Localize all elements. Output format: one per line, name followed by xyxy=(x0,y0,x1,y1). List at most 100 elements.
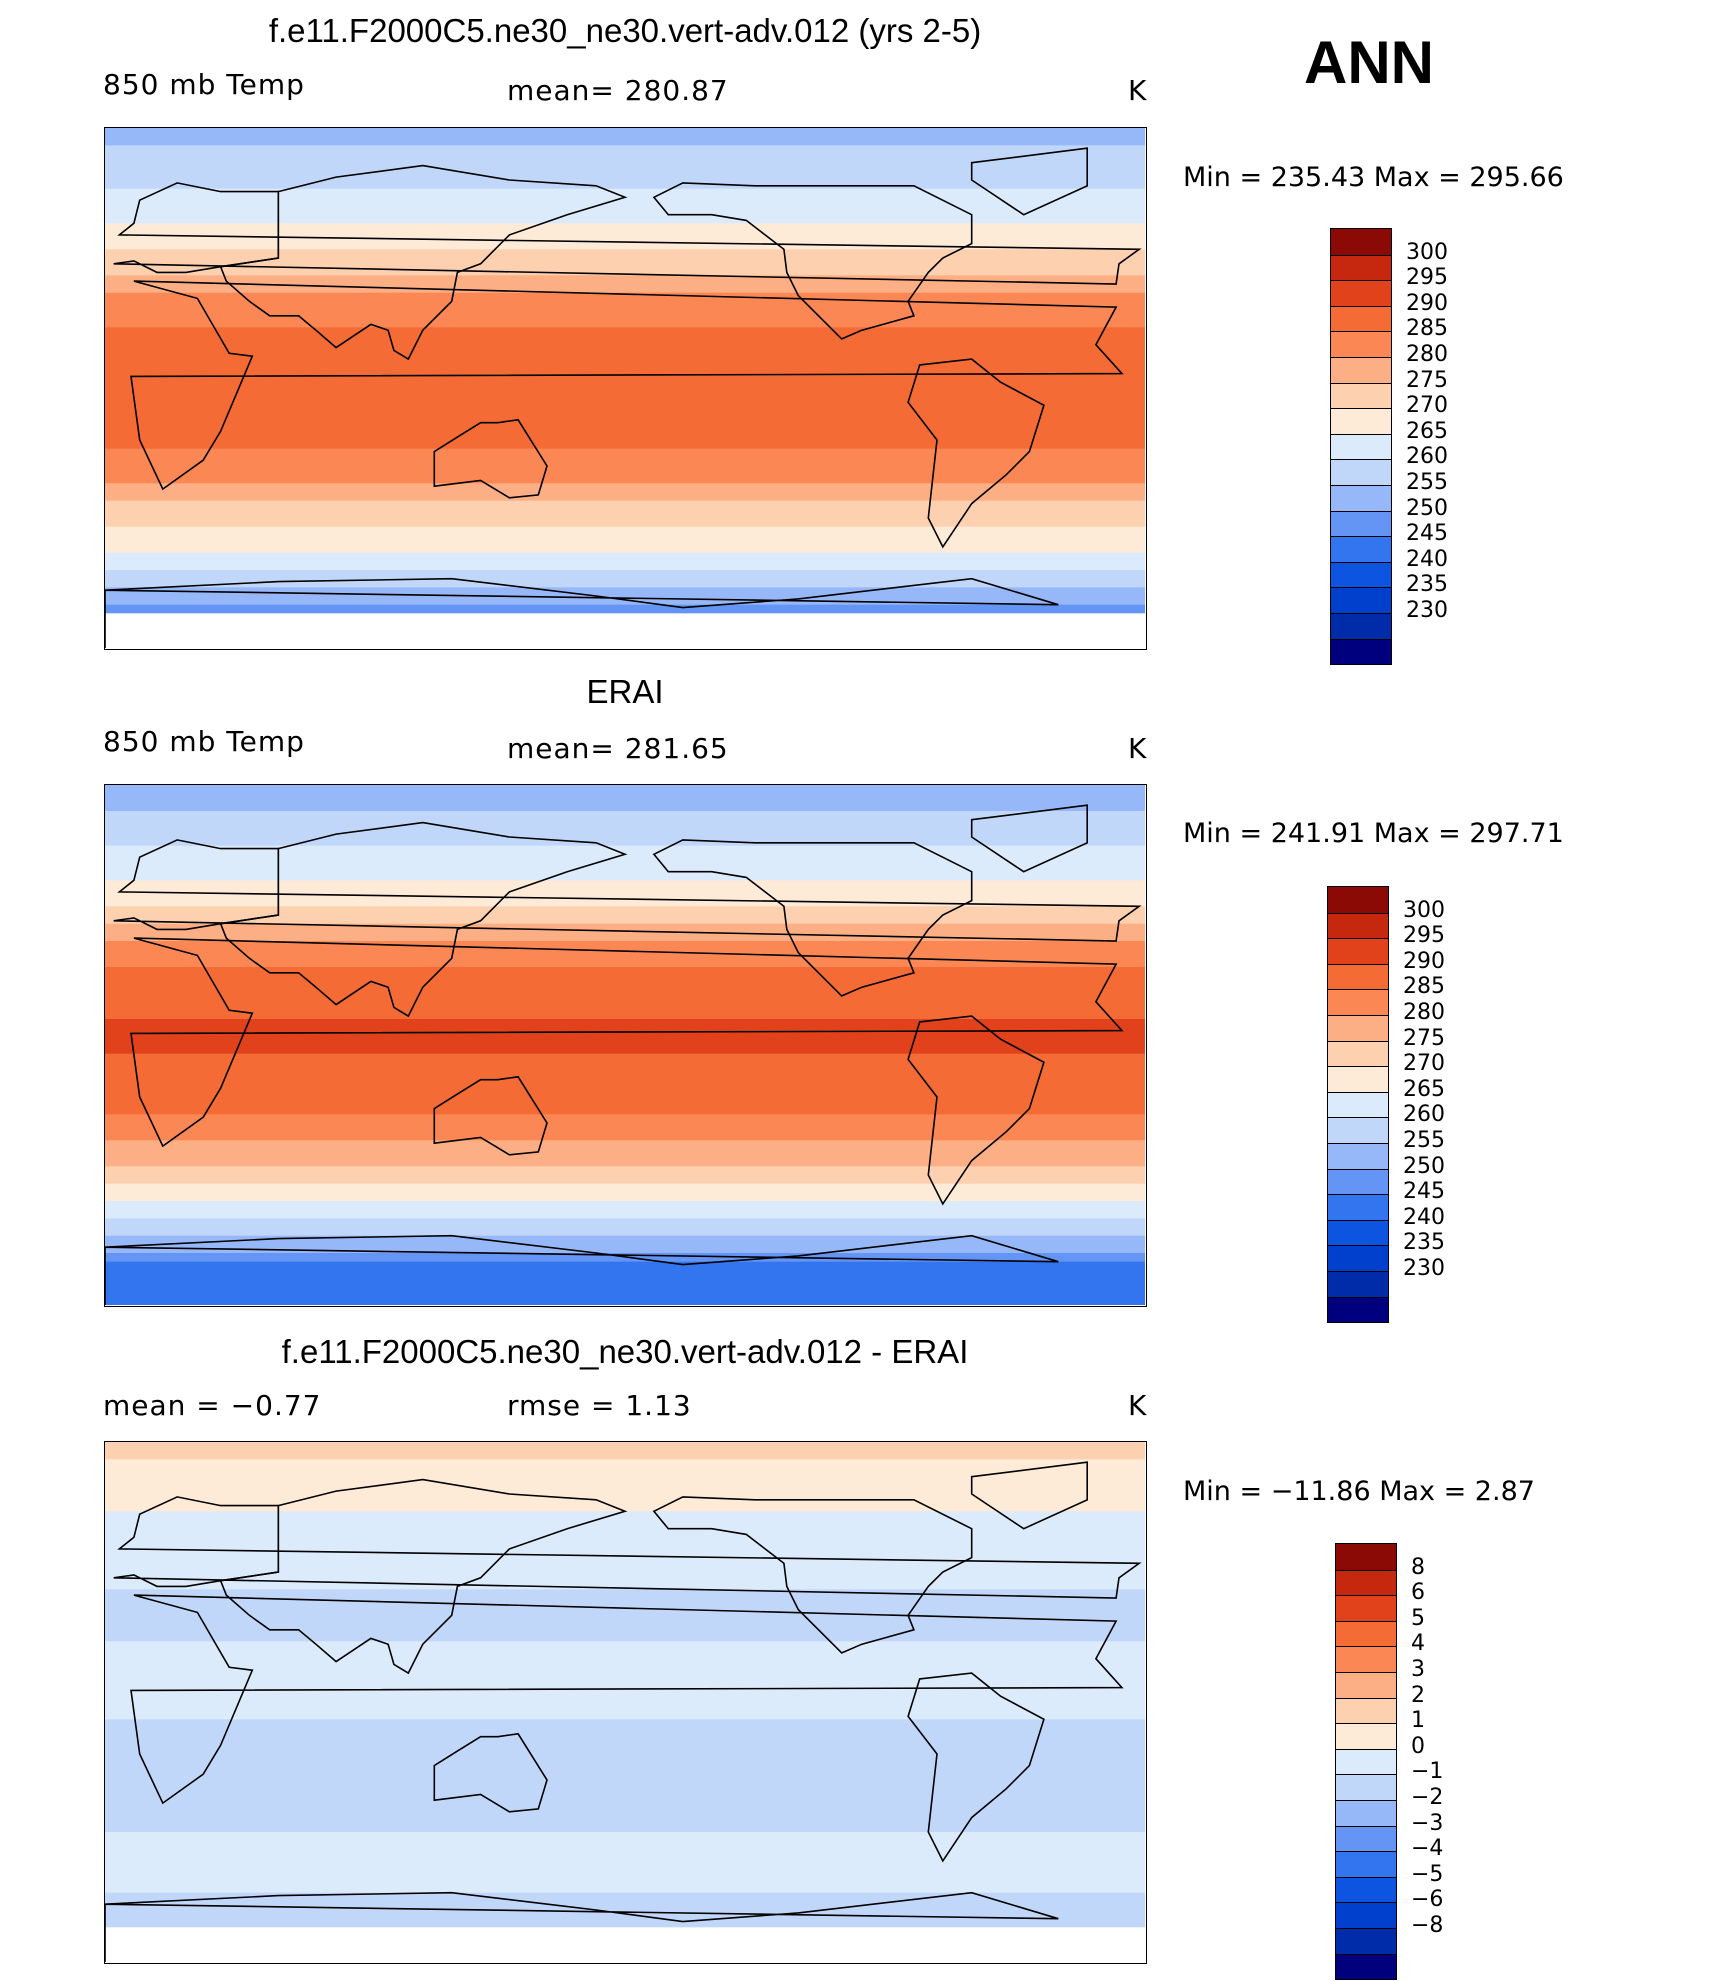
colorbar-tick-label: 290 xyxy=(1403,948,1445,974)
field-band xyxy=(105,578,1145,588)
field-band xyxy=(105,223,1145,233)
panel1-variable-label: 850 mb Temp xyxy=(103,68,305,101)
field-band xyxy=(105,1131,1145,1141)
colorbar-tick-label: 235 xyxy=(1403,1230,1445,1256)
colorbar-segment xyxy=(1336,1748,1396,1775)
colorbar-segment xyxy=(1331,382,1391,409)
field-band xyxy=(105,518,1145,528)
coastline-africa xyxy=(130,937,1124,1148)
field-band xyxy=(105,1287,1145,1297)
colorbar-segment xyxy=(1331,561,1391,588)
field-band xyxy=(105,240,1145,250)
field-band xyxy=(105,162,1145,172)
field-band xyxy=(105,1123,1145,1133)
field-band xyxy=(105,405,1145,415)
field-band xyxy=(105,1866,1145,1876)
colorbar-tick-label: 230 xyxy=(1406,598,1448,623)
colorbar-tick-label: 0 xyxy=(1411,1733,1425,1759)
colorbar-tick-label: 265 xyxy=(1406,418,1448,444)
coastline-antarctica xyxy=(105,1234,1059,1305)
colorbar-segment xyxy=(1331,408,1391,434)
colorbar-tick-label: 240 xyxy=(1406,546,1448,572)
colorbar-segment xyxy=(1331,612,1391,639)
panel1-mean-label: mean= 280.87 xyxy=(507,74,729,107)
coastline-europe xyxy=(113,182,1142,285)
colorbar-segment xyxy=(1331,510,1391,537)
field-band xyxy=(105,1918,1145,1928)
field-band xyxy=(105,188,1145,198)
field-band xyxy=(105,889,1145,899)
field-band xyxy=(105,1010,1145,1020)
colorbar-tick-label: 265 xyxy=(1403,1076,1445,1102)
field-band xyxy=(105,1849,1145,1859)
field-band xyxy=(105,871,1145,881)
colorbar-tick-label: 245 xyxy=(1406,521,1448,547)
panel3-title: f.e11.F2000C5.ne30_ne30.vert-adv.012 - E… xyxy=(281,1333,969,1370)
field-band xyxy=(105,793,1145,803)
coastline-europe xyxy=(113,839,1142,942)
field-band xyxy=(105,353,1145,363)
colorbar-segment xyxy=(1336,1595,1396,1621)
field-band xyxy=(105,1485,1145,1495)
field-band xyxy=(105,1244,1145,1254)
field-band xyxy=(105,1442,1145,1452)
panel3-mean-label: mean = −0.77 xyxy=(103,1389,322,1422)
colorbar-tick-label: 295 xyxy=(1403,923,1445,949)
field-band xyxy=(105,414,1145,424)
colorbar-tick-label: −1 xyxy=(1411,1759,1444,1785)
coastline-southAmerica xyxy=(907,1015,1045,1206)
colorbar-segment xyxy=(1331,484,1391,511)
field-band xyxy=(105,1537,1145,1547)
colorbar-segment xyxy=(1328,989,1388,1015)
colorbar-tick-label: −8 xyxy=(1411,1913,1444,1938)
field-band xyxy=(105,145,1145,155)
colorbar-segment xyxy=(1328,1219,1388,1246)
field-band xyxy=(105,1563,1145,1573)
field-band xyxy=(105,1546,1145,1556)
field-band xyxy=(105,232,1145,242)
colorbar-segment xyxy=(1336,1774,1396,1800)
field-band xyxy=(105,1227,1145,1237)
field-band xyxy=(105,1235,1145,1245)
panel1-field xyxy=(105,128,1145,648)
colorbar-tick-label: 290 xyxy=(1406,290,1448,316)
field-band xyxy=(105,1494,1145,1504)
colorbar-tick-label: 255 xyxy=(1406,470,1448,495)
colorbar-tick-label: 250 xyxy=(1403,1153,1445,1179)
field-band xyxy=(105,258,1145,268)
field-band xyxy=(105,785,1145,795)
field-band xyxy=(105,1702,1145,1712)
field-band xyxy=(105,1606,1145,1616)
field-band xyxy=(105,845,1145,855)
field-band xyxy=(105,180,1145,190)
colorbar-tick-label: 4 xyxy=(1411,1631,1425,1657)
colorbar-segment xyxy=(1336,1569,1396,1596)
panel2-mean-label: mean= 281.65 xyxy=(507,732,729,765)
field-band xyxy=(105,1589,1145,1599)
field-band xyxy=(105,457,1145,467)
coastline-northAmerica xyxy=(652,1496,973,1654)
coastline-greenland xyxy=(970,804,1089,873)
field-band xyxy=(105,318,1145,328)
field-band xyxy=(105,1780,1145,1790)
coastline-antarctica xyxy=(105,1891,1059,1962)
field-band xyxy=(105,1261,1145,1271)
colorbar-tick-label: 285 xyxy=(1403,974,1445,1000)
panel1-units-label: K xyxy=(1128,74,1148,107)
field-band xyxy=(105,1071,1145,1081)
colorbar-tick-label: 280 xyxy=(1403,1000,1445,1025)
field-band xyxy=(105,949,1145,959)
colorbar-segment xyxy=(1328,1245,1388,1271)
field-band xyxy=(105,915,1145,925)
field-band xyxy=(105,1762,1145,1772)
coastline-southAmerica xyxy=(907,358,1045,549)
colorbar-segment xyxy=(1328,1117,1388,1143)
colorbar-tick-label: 1 xyxy=(1411,1708,1425,1734)
field-band xyxy=(105,440,1145,450)
colorbar-segment xyxy=(1336,1953,1396,1980)
colorbar-segment xyxy=(1328,938,1388,964)
colorbar-segment xyxy=(1336,1671,1396,1698)
panel2-map xyxy=(104,784,1147,1307)
colorbar-box xyxy=(1327,886,1389,1324)
field-band xyxy=(105,923,1145,933)
